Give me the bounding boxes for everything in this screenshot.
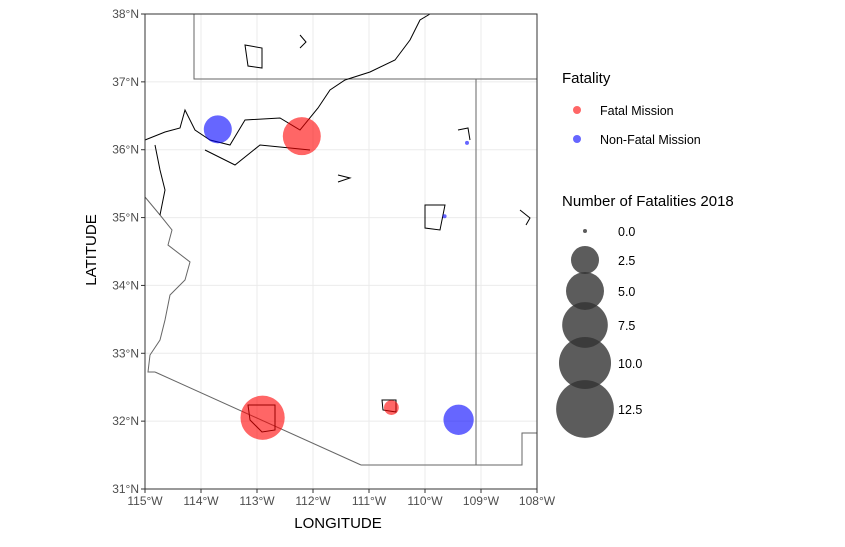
legend-size-key <box>556 380 614 438</box>
legend-fatality: Fatality Fatal Mission Non-Fatal Mission <box>562 70 701 147</box>
legend-size-label: 0.0 <box>618 225 635 239</box>
legend-size-label: 12.5 <box>618 403 642 417</box>
legend-size-key <box>562 302 608 348</box>
x-tick-label: 115°W <box>127 494 163 508</box>
y-axis-title: LATITUDE <box>83 214 100 285</box>
data-point-non-fatal-mission <box>442 214 447 219</box>
legend-size-key <box>570 245 600 275</box>
legend-size-key <box>566 272 604 310</box>
data-point-fatal-mission <box>240 395 285 440</box>
legend-size-label: 2.5 <box>618 254 635 268</box>
gridlines <box>144 13 538 490</box>
axes: 115°W 114°W 113°W 112°W 111°W 110°W 109°W 108°W… <box>112 7 556 508</box>
legend-fatality-key <box>573 106 581 114</box>
y-tick-label: 31°N <box>112 482 139 496</box>
y-tick-label: 38°N <box>112 7 139 21</box>
legend-fatalities-size: Number of Fatalities 2018 0.0 2.5 5.0 7.5 10.… <box>556 193 734 438</box>
y-tick-label: 33°N <box>112 346 139 360</box>
x-tick-label: 109°W <box>463 494 500 508</box>
x-tick-label: 114°W <box>183 494 219 508</box>
legend-size-key <box>558 336 612 390</box>
x-tick-label: 108°W <box>519 494 556 508</box>
y-tick-label: 32°N <box>112 414 139 428</box>
legend-size-key <box>583 229 587 233</box>
legend-size-title: Number of Fatalities 2018 <box>562 193 734 210</box>
data-point-fatal-mission <box>282 117 321 156</box>
small-features <box>244 34 531 226</box>
legend-size-label: 10.0 <box>618 357 642 371</box>
legend-size-label: 7.5 <box>618 319 635 333</box>
legend-fatality-key <box>573 135 581 143</box>
data-point-non-fatal-mission <box>443 404 474 435</box>
state-border-outline <box>144 14 537 466</box>
data-point-non-fatal-mission <box>203 115 232 144</box>
x-tick-label: 111°W <box>352 494 387 508</box>
y-tick-label: 37°N <box>112 75 139 89</box>
y-tick-label: 35°N <box>112 211 139 225</box>
data-point-fatal-mission <box>384 400 399 415</box>
legend-fatality-label: Non-Fatal Mission <box>600 133 701 147</box>
canyon-outline <box>154 144 311 216</box>
y-tick-label: 34°N <box>112 278 139 292</box>
plot-panel-border <box>144 13 538 490</box>
x-tick-label: 110°W <box>407 494 443 508</box>
data-point-non-fatal-mission <box>465 140 469 145</box>
x-axis-title: LONGITUDE <box>294 515 382 532</box>
county-outline-south <box>247 204 446 433</box>
y-tick-label: 36°N <box>112 143 139 157</box>
data-points <box>203 115 474 440</box>
x-tick-label: 113°W <box>239 494 275 508</box>
x-tick-label: 112°W <box>295 494 331 508</box>
legend-size-label: 5.0 <box>618 285 635 299</box>
legend-fatality-title: Fatality <box>562 70 611 87</box>
legend-fatality-label: Fatal Mission <box>600 104 674 118</box>
